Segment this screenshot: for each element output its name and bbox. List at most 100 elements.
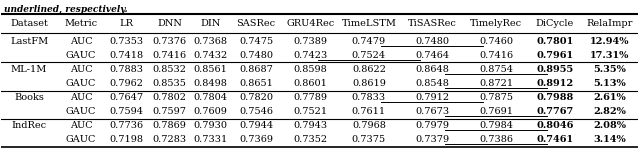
Text: 0.7386: 0.7386	[479, 135, 513, 144]
Text: 17.31%: 17.31%	[590, 51, 630, 60]
Text: 0.8622: 0.8622	[352, 65, 386, 74]
Text: 0.7875: 0.7875	[479, 93, 513, 102]
Text: LastFM: LastFM	[10, 37, 48, 46]
Text: 0.8548: 0.8548	[415, 79, 449, 88]
Text: 0.7480: 0.7480	[415, 37, 449, 46]
Text: 0.7352: 0.7352	[293, 135, 327, 144]
Text: Metric: Metric	[65, 19, 97, 28]
Text: 0.7979: 0.7979	[415, 121, 449, 130]
Text: 0.8619: 0.8619	[352, 79, 386, 88]
Text: 0.7479: 0.7479	[352, 37, 386, 46]
Text: 5.35%: 5.35%	[593, 65, 627, 74]
Text: TiSASRec: TiSASRec	[408, 19, 456, 28]
Text: 0.7389: 0.7389	[293, 37, 327, 46]
Text: 0.7353: 0.7353	[109, 37, 143, 46]
Text: 0.7521: 0.7521	[293, 107, 327, 116]
Text: DiCycle: DiCycle	[536, 19, 574, 28]
Text: 0.7767: 0.7767	[536, 107, 573, 116]
Text: 0.7611: 0.7611	[352, 107, 386, 116]
Text: 0.7912: 0.7912	[415, 93, 449, 102]
Text: 5.13%: 5.13%	[593, 79, 627, 88]
Text: 2.08%: 2.08%	[593, 121, 627, 130]
Text: 0.7524: 0.7524	[352, 51, 386, 60]
Text: 0.7379: 0.7379	[415, 135, 449, 144]
Text: DIN: DIN	[200, 19, 221, 28]
Text: 0.7423: 0.7423	[293, 51, 328, 60]
Text: 0.7988: 0.7988	[536, 93, 573, 102]
Text: GAUC: GAUC	[66, 135, 96, 144]
Text: 0.7883: 0.7883	[109, 65, 143, 74]
Text: 0.7609: 0.7609	[194, 107, 227, 116]
Text: underlined, respectively.: underlined, respectively.	[4, 5, 127, 14]
Text: 0.7475: 0.7475	[239, 37, 273, 46]
Text: 0.7944: 0.7944	[239, 121, 273, 130]
Text: 0.8648: 0.8648	[415, 65, 449, 74]
Text: 0.7691: 0.7691	[479, 107, 513, 116]
Text: 0.7789: 0.7789	[293, 93, 327, 102]
Text: 0.7375: 0.7375	[352, 135, 386, 144]
Text: 0.7594: 0.7594	[109, 107, 143, 116]
Text: 0.8498: 0.8498	[194, 79, 227, 88]
Text: 0.8912: 0.8912	[536, 79, 573, 88]
Text: 0.7833: 0.7833	[352, 93, 386, 102]
Text: 0.7432: 0.7432	[193, 51, 228, 60]
Text: Dataset: Dataset	[10, 19, 48, 28]
Text: 0.7820: 0.7820	[239, 93, 273, 102]
Text: AUC: AUC	[70, 65, 92, 74]
Text: 0.7416: 0.7416	[479, 51, 513, 60]
Text: 0.8598: 0.8598	[293, 65, 327, 74]
Text: 0.7801: 0.7801	[536, 37, 573, 46]
Text: AUC: AUC	[70, 121, 92, 130]
Text: 0.7464: 0.7464	[415, 51, 449, 60]
Text: TimelyRec: TimelyRec	[470, 19, 522, 28]
Text: 0.7418: 0.7418	[109, 51, 143, 60]
Text: 0.8601: 0.8601	[293, 79, 327, 88]
Text: 0.7804: 0.7804	[193, 93, 228, 102]
Text: 0.7802: 0.7802	[152, 93, 186, 102]
Text: 0.7673: 0.7673	[415, 107, 449, 116]
Text: 0.8754: 0.8754	[479, 65, 513, 74]
Text: 0.8687: 0.8687	[239, 65, 273, 74]
Text: 0.7480: 0.7480	[239, 51, 273, 60]
Text: 2.61%: 2.61%	[593, 93, 627, 102]
Text: GRU4Rec: GRU4Rec	[286, 19, 334, 28]
Text: RelaImpr: RelaImpr	[587, 19, 633, 28]
Text: 0.7283: 0.7283	[152, 135, 186, 144]
Text: 0.8561: 0.8561	[194, 65, 227, 74]
Text: 0.7546: 0.7546	[239, 107, 273, 116]
Text: 0.8532: 0.8532	[152, 65, 186, 74]
Text: 0.8721: 0.8721	[479, 79, 513, 88]
Text: 0.7869: 0.7869	[152, 121, 186, 130]
Text: IndRec: IndRec	[12, 121, 47, 130]
Text: 0.8955: 0.8955	[536, 65, 573, 74]
Text: 0.8535: 0.8535	[152, 79, 186, 88]
Text: 0.7369: 0.7369	[239, 135, 273, 144]
Text: 0.8046: 0.8046	[536, 121, 573, 130]
Text: TimeLSTM: TimeLSTM	[341, 19, 396, 28]
Text: 0.7331: 0.7331	[193, 135, 228, 144]
Text: 0.7962: 0.7962	[109, 79, 143, 88]
Text: 0.7416: 0.7416	[152, 51, 186, 60]
Text: Books: Books	[14, 93, 44, 102]
Text: DNN: DNN	[157, 19, 182, 28]
Text: 0.7647: 0.7647	[109, 93, 143, 102]
Text: 12.94%: 12.94%	[590, 37, 630, 46]
Text: 0.8651: 0.8651	[239, 79, 273, 88]
Text: SASRec: SASRec	[237, 19, 276, 28]
Text: 0.7376: 0.7376	[152, 37, 186, 46]
Text: 0.7943: 0.7943	[293, 121, 327, 130]
Text: 0.7968: 0.7968	[352, 121, 386, 130]
Text: 0.7961: 0.7961	[536, 51, 573, 60]
Text: 0.7597: 0.7597	[152, 107, 186, 116]
Text: LR: LR	[119, 19, 133, 28]
Text: AUC: AUC	[70, 37, 92, 46]
Text: GAUC: GAUC	[66, 107, 96, 116]
Text: AUC: AUC	[70, 93, 92, 102]
Text: GAUC: GAUC	[66, 51, 96, 60]
Text: 0.7198: 0.7198	[109, 135, 143, 144]
Text: GAUC: GAUC	[66, 79, 96, 88]
Text: 2.82%: 2.82%	[593, 107, 627, 116]
Text: 0.7368: 0.7368	[193, 37, 228, 46]
Text: 0.7460: 0.7460	[479, 37, 513, 46]
Text: 0.7984: 0.7984	[479, 121, 513, 130]
